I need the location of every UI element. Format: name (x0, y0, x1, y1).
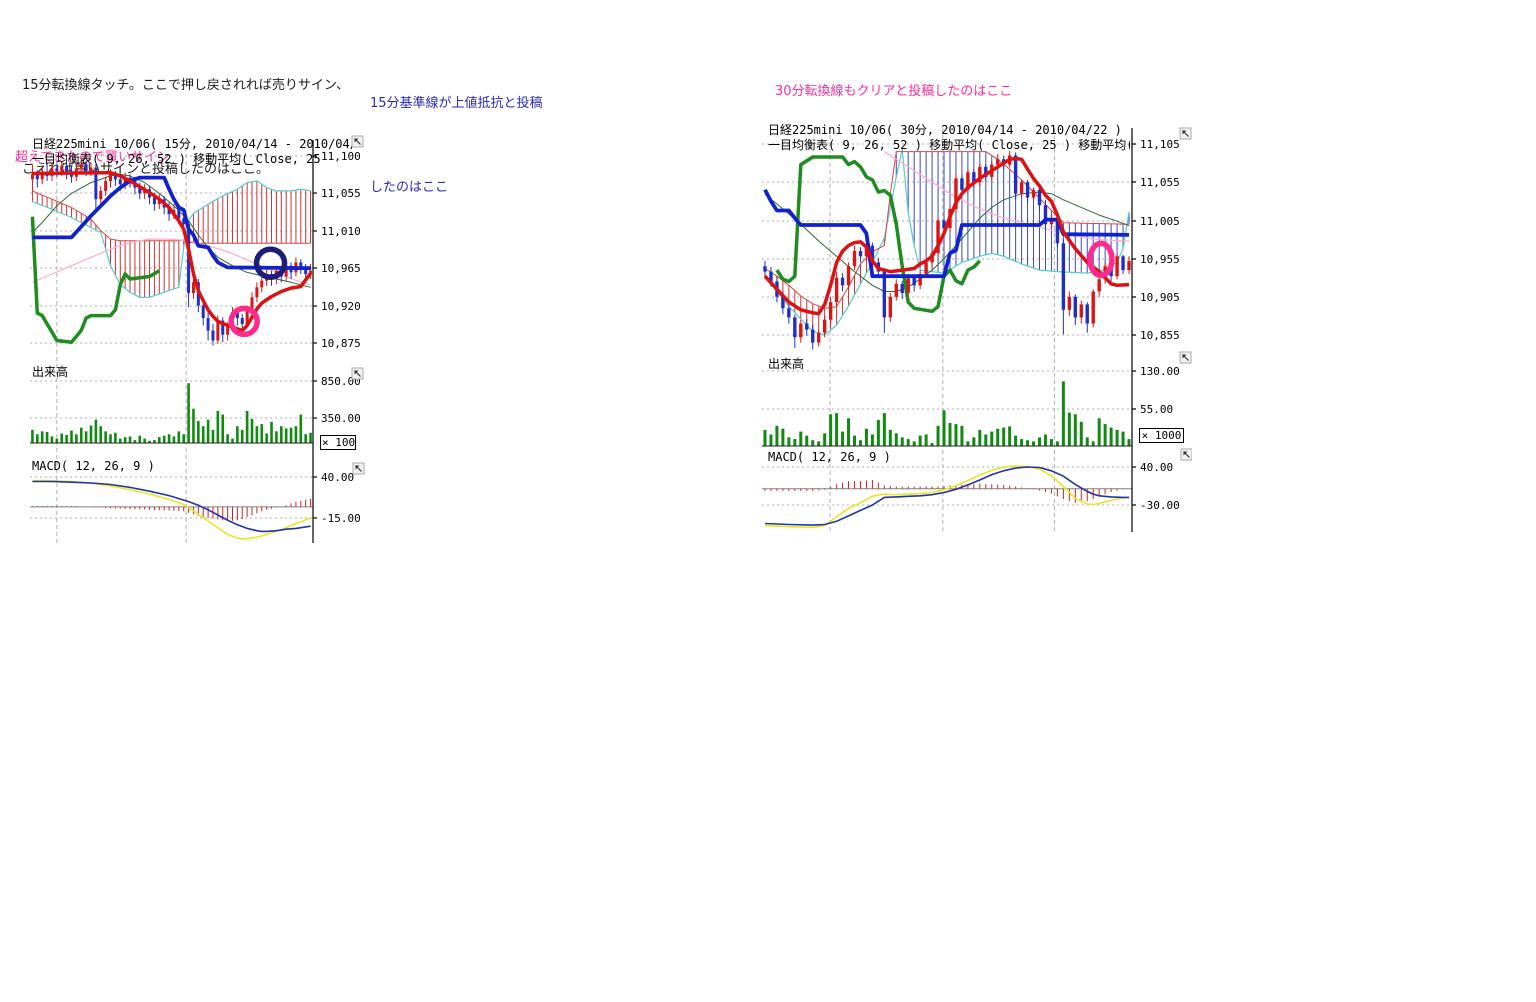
moving-average-long-line (883, 151, 1129, 242)
chart-canvas[interactable]: 11,105 11,055 11,005 10,955 10,905 10,855 130.… (760, 118, 1192, 536)
value-axis: 11,105 11,055 11,005 10,955 10,905 10,855 130.… (1131, 128, 1180, 532)
macd-axis-label: 40.00 (1140, 461, 1173, 474)
price-axis-label: 10,965 (321, 262, 361, 275)
price-axis-label: 10,920 (321, 300, 361, 313)
price-pane (30, 159, 313, 346)
pane-resize-icon[interactable] (351, 367, 364, 380)
price-axis-label: 11,010 (321, 225, 361, 238)
price-axis-label: 11,055 (1140, 176, 1180, 189)
annotation-15min-tenkan-note: 15分転換線タッチ。ここで押し戻されれば売りサイン、 こえれば買いサインと投稿し… (22, 16, 349, 240)
value-axis: 11,100 11,055 11,010 10,965 10,920 10,875 850.… (312, 140, 361, 543)
price-axis-label: 11,005 (1140, 215, 1180, 228)
annotation-15min-kijun-note: 15分基準線が上値抵抗と投稿 したのはここ (370, 34, 543, 258)
volume-pane-label: 出来高 (768, 357, 805, 371)
price-pane (763, 148, 1131, 350)
volume-pane (762, 381, 1132, 447)
pane-resize-icon[interactable] (1179, 351, 1192, 364)
price-axis-label: 11,100 (321, 150, 361, 163)
chikou-span-line (30, 216, 161, 344)
price-axis-label: 10,905 (1140, 291, 1180, 304)
senkou-span-a-line (764, 148, 1130, 336)
annotation-line: 15分転換線タッチ。ここで押し戻されれば売りサイン、 (22, 78, 350, 93)
annotation-line: 30分転換線もクリアと投稿したのはここ (775, 84, 1013, 99)
price-axis-label: 11,105 (1140, 138, 1180, 151)
hand-drawn-circle-annotation (1087, 240, 1115, 279)
kijun-sen-line (763, 188, 1130, 279)
chart-nikkei225mini-30min: 日経225mini 10/06( 30分, 2010/04/14 - 2010/… (760, 118, 1192, 536)
macd-signal-line (32, 480, 311, 533)
price-axis-label: 10,875 (321, 337, 361, 350)
pane-resize-icon[interactable] (351, 135, 364, 148)
price-axis-label: 10,955 (1140, 253, 1180, 266)
senkou-span-b-line (32, 190, 311, 244)
chart-title: 日経225mini 10/06( 15分, 2010/04/14 - 2010/… (32, 137, 352, 151)
ichimoku-cloud (31, 180, 312, 298)
volume-axis-label: 850.00 (321, 375, 361, 388)
macd-pane (762, 465, 1132, 529)
annotation-30min-tenkan-note: 30分転換線もクリアと投稿したのはここ (775, 22, 1012, 162)
gridlines (30, 140, 313, 543)
pane-resize-icon[interactable] (1179, 127, 1192, 140)
volume-axis-label: 55.00 (1140, 403, 1173, 416)
macd-pane-label: MACD( 12, 26, 9 ) (768, 450, 891, 464)
candlesticks (30, 159, 313, 346)
volume-scale-box: × 1000 (1139, 428, 1184, 443)
annotation-buy-signal-note: 超えてきたので買いサイン (15, 88, 170, 228)
volume-pane (30, 383, 313, 444)
chart-nikkei225mini-15min: 日経225mini 10/06( 15分, 2010/04/14 - 2010/… (25, 133, 372, 551)
chart-canvas[interactable]: 11,100 11,055 11,010 10,965 10,920 10,875 850.… (25, 133, 372, 551)
annotation-line: 超えてきたので買いサイン (15, 150, 170, 165)
macd-pane (30, 479, 313, 540)
macd-signal-line (764, 466, 1129, 526)
kijun-sen-line (32, 175, 311, 271)
tenkan-sen-line (32, 170, 313, 333)
volume-axis-label: 350.00 (321, 412, 361, 425)
price-axis-label: 11,055 (321, 187, 361, 200)
macd-line (764, 465, 1130, 529)
hand-drawn-circle-annotation (253, 246, 288, 280)
volume-pane-label: 出来高 (32, 365, 69, 379)
price-axis-label: 10,855 (1140, 329, 1180, 342)
candlesticks (763, 150, 1131, 350)
macd-axis-label: -30.00 (1140, 499, 1180, 512)
macd-pane-label: MACD( 12, 26, 9 ) (32, 459, 155, 473)
senkou-span-a-line (32, 180, 311, 298)
chart-indicator-params: 一目均衡表( 9, 26, 52 ) 移動平均( Close, 25 (32, 152, 321, 166)
pane-resize-icon[interactable] (1180, 448, 1192, 461)
gridlines (762, 128, 1132, 532)
volume-scale-box: × 100 (320, 435, 356, 450)
moving-average-25-line (764, 191, 1130, 292)
macd-axis-label: -15.00 (321, 512, 361, 525)
pane-resize-icon[interactable] (352, 462, 365, 475)
chikou-span-line (775, 155, 982, 314)
macd-axis-label: 40.00 (321, 471, 354, 484)
macd-line (32, 479, 311, 540)
hand-drawn-circle-annotation (228, 305, 260, 338)
annotation-line: 15分基準線が上値抵抗と投稿 (370, 96, 543, 111)
chart-indicator-params: 一目均衡表( 9, 26, 52 ) 移動平均( Close, 25 ) 移動平… (768, 138, 1130, 152)
volume-axis-label: 130.00 (1140, 365, 1180, 378)
annotation-line: したのはここ (370, 180, 449, 195)
chart-title: 日経225mini 10/06( 30分, 2010/04/14 - 2010/… (768, 123, 1122, 137)
tenkan-sen-line (763, 156, 1130, 316)
